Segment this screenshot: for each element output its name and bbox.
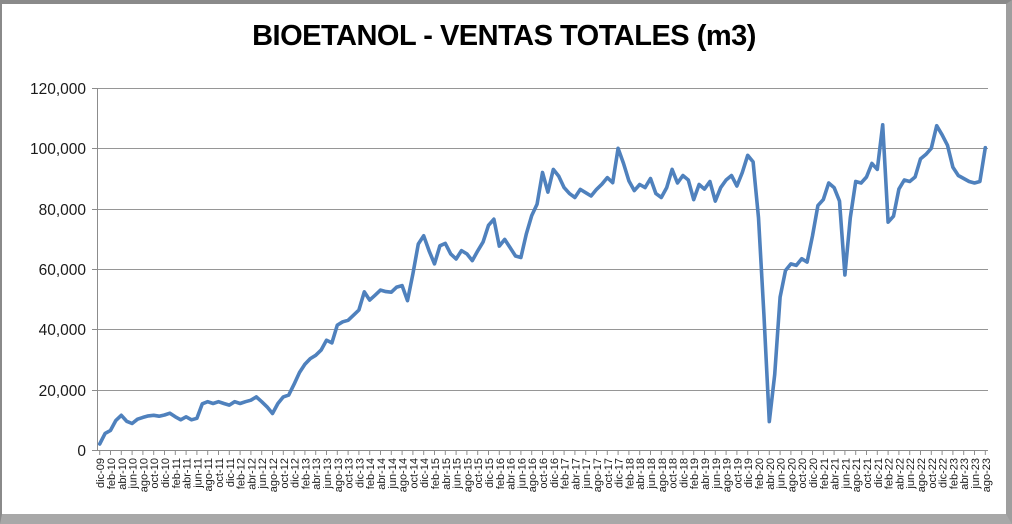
x-tick-label: feb-17 — [560, 458, 572, 489]
x-tick-label: oct-16 — [538, 458, 550, 489]
x-tick-label: ago-12 — [268, 458, 280, 492]
x-tick-label: abr-20 — [765, 458, 777, 490]
x-tick-label: feb-15 — [430, 458, 442, 489]
x-tick-label: jun-21 — [840, 458, 852, 490]
x-tick-label: oct-20 — [797, 458, 809, 489]
x-tick-label: dic-10 — [160, 458, 172, 488]
x-tick-label: feb-21 — [819, 458, 831, 489]
x-tick-label: abr-11 — [182, 458, 194, 489]
y-tick-label: 120,000 — [30, 81, 86, 98]
x-tick-label: ago-16 — [527, 458, 539, 492]
x-tick-label: dic-17 — [614, 458, 626, 488]
x-tick-label: jun-22 — [905, 458, 917, 490]
x-tick-label: oct-21 — [862, 458, 874, 489]
x-tick-label: oct-14 — [408, 458, 420, 489]
x-tick-label: dic-13 — [354, 458, 366, 488]
x-axis-ticks — [99, 450, 986, 455]
x-tick-label: jun-12 — [257, 458, 269, 490]
x-tick-label: jun-15 — [452, 458, 464, 490]
x-tick-label: dic-21 — [873, 458, 885, 488]
x-tick-label: ago-11 — [203, 458, 215, 491]
x-tick-label: abr-21 — [830, 458, 842, 490]
x-tick-label: oct-10 — [149, 458, 161, 489]
x-tick-label: oct-17 — [603, 458, 615, 489]
x-tick-label: ago-21 — [851, 458, 863, 492]
x-tick-label: ago-20 — [786, 458, 798, 492]
ventas-totales-line — [97, 123, 988, 446]
x-tick-label: jun-11 — [192, 458, 204, 489]
x-tick-label: dic-19 — [743, 458, 755, 488]
x-tick-label: abr-15 — [441, 458, 453, 490]
x-tick-label: dic-22 — [938, 458, 950, 488]
x-tick-label: dic-18 — [678, 458, 690, 488]
x-tick-label: feb-16 — [495, 458, 507, 489]
x-tick-label: abr-19 — [700, 458, 712, 490]
x-tick-label: jun-16 — [516, 458, 528, 490]
x-tick-label: oct-12 — [279, 458, 291, 489]
x-tick-label: dic-11 — [225, 458, 237, 487]
y-axis-ticks — [92, 88, 97, 451]
x-tick-label: abr-12 — [246, 458, 258, 490]
x-tick-label: abr-22 — [894, 458, 906, 490]
x-tick-label: dic-16 — [549, 458, 561, 488]
x-tick-label: ago-15 — [462, 458, 474, 492]
y-tick-label: 100,000 — [30, 141, 86, 158]
chart-title: BIOETANOL - VENTAS TOTALES (m3) — [252, 20, 756, 52]
x-tick-label: dic-15 — [484, 458, 496, 488]
x-tick-label: jun-19 — [711, 458, 723, 490]
x-axis-labels: dic-09feb-10abr-10jun-10ago-10oct-10dic-… — [95, 458, 993, 492]
x-tick-label: abr-18 — [635, 458, 647, 490]
x-tick-label: jun-10 — [128, 458, 140, 490]
x-tick-label: ago-14 — [398, 458, 410, 492]
x-tick-label: dic-14 — [419, 458, 431, 488]
x-tick-label: feb-18 — [624, 458, 636, 489]
gridlines — [97, 88, 988, 391]
x-tick-label: feb-11 — [171, 458, 183, 488]
x-tick-label: abr-16 — [506, 458, 518, 490]
x-tick-label: ago-17 — [592, 458, 604, 492]
x-tick-label: oct-15 — [473, 458, 485, 489]
x-tick-label: ago-18 — [657, 458, 669, 492]
y-tick-label: 60,000 — [39, 262, 87, 279]
x-tick-label: dic-09 — [95, 458, 107, 488]
x-tick-label: ago-13 — [333, 458, 345, 492]
x-tick-label: jun-13 — [322, 458, 334, 490]
x-tick-label: ago-22 — [916, 458, 928, 492]
x-tick-label: abr-10 — [117, 458, 129, 490]
x-tick-label: feb-19 — [689, 458, 701, 489]
x-tick-label: jun-23 — [970, 458, 982, 490]
x-tick-label: feb-12 — [236, 458, 248, 489]
x-tick-label: feb-10 — [106, 458, 118, 489]
x-tick-label: oct-13 — [344, 458, 356, 489]
y-axis-labels: 0 20,000 40,000 60,000 80,000 100,000 120,000 — [30, 81, 86, 460]
y-tick-label: 40,000 — [39, 322, 87, 339]
x-tick-label: oct-18 — [668, 458, 680, 489]
x-tick-label: ago-23 — [981, 458, 993, 492]
chart-canvas: 0 20,000 40,000 60,000 80,000 100,000 120,000 d… — [30, 81, 993, 492]
x-tick-label: jun-20 — [776, 458, 788, 490]
x-tick-label: abr-17 — [570, 458, 582, 490]
x-tick-label: jun-18 — [646, 458, 658, 490]
x-tick-label: oct-11 — [214, 458, 226, 488]
x-tick-label: oct-22 — [927, 458, 939, 489]
x-tick-label: jun-17 — [581, 458, 593, 490]
x-tick-label: abr-23 — [959, 458, 971, 490]
x-tick-label: ago-19 — [722, 458, 734, 492]
x-tick-label: oct-19 — [732, 458, 744, 489]
x-tick-label: abr-14 — [376, 458, 388, 490]
y-tick-label: 20,000 — [39, 383, 87, 400]
x-tick-label: ago-10 — [138, 458, 150, 492]
x-tick-label: feb-20 — [754, 458, 766, 489]
y-tick-label: 0 — [77, 443, 86, 460]
x-tick-label: feb-22 — [884, 458, 896, 489]
x-tick-label: feb-13 — [300, 458, 312, 489]
x-tick-label: jun-14 — [387, 458, 399, 490]
x-tick-label: dic-12 — [290, 458, 302, 488]
x-tick-label: abr-13 — [311, 458, 323, 490]
y-tick-label: 80,000 — [39, 202, 87, 219]
x-tick-label: feb-14 — [365, 458, 377, 489]
x-tick-label: feb-23 — [948, 458, 960, 489]
x-tick-label: dic-20 — [808, 458, 820, 488]
